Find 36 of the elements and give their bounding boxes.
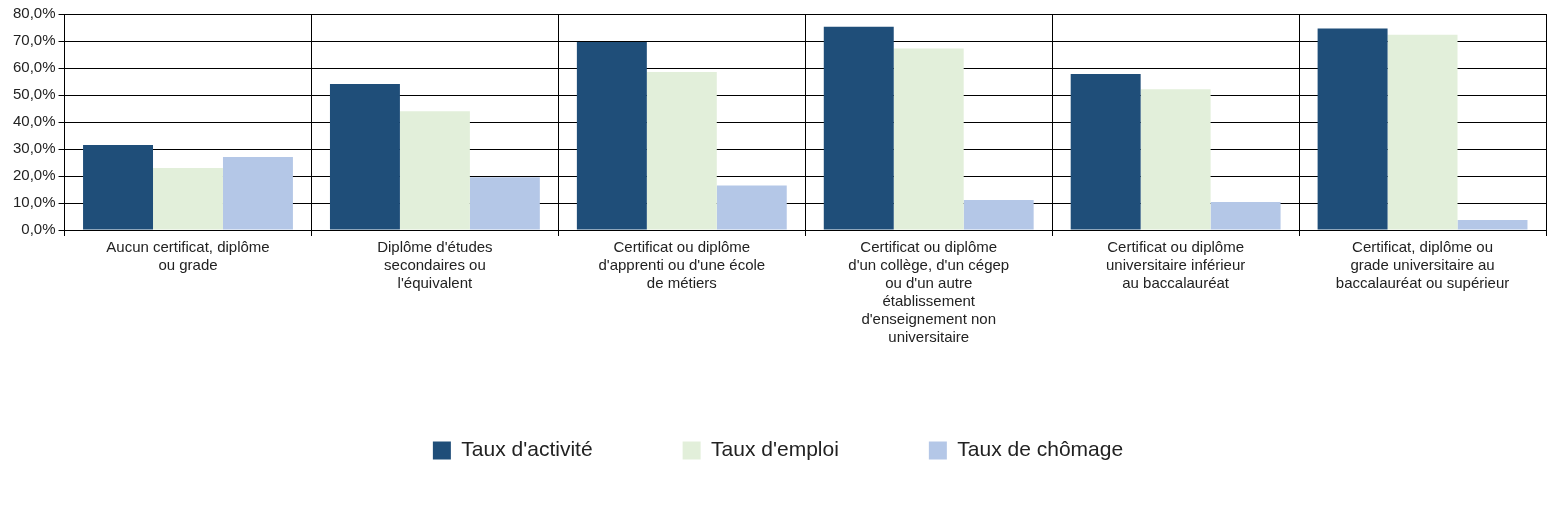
x-tick-label: Aucun certificat, diplôme ou grade <box>106 238 270 274</box>
legend-label: Taux d'emploi <box>711 437 839 461</box>
bar <box>83 144 154 230</box>
y-tick-label: 10,0% <box>12 193 56 211</box>
y-tick-label: 30,0% <box>12 139 56 157</box>
legend-label: Taux de chômage <box>957 437 1124 461</box>
bar <box>1210 201 1281 230</box>
y-tick-label: 50,0% <box>12 85 56 103</box>
x-tick-label: Certificat ou diplôme d'un collège, d'un cégep ou d'un autre établissement d'enseignement non universitaire <box>848 238 1010 346</box>
bar <box>893 48 964 230</box>
y-tick-label: 80,0% <box>12 4 56 22</box>
y-tick-label: 0,0% <box>21 220 56 238</box>
bar <box>1457 220 1528 230</box>
legend-label: Taux d'activité <box>461 437 593 461</box>
y-tick-label: 60,0% <box>12 58 56 76</box>
bar <box>329 83 400 230</box>
x-tick-label: Certificat ou diplôme d'apprenti ou d'une école de métiers <box>598 238 766 292</box>
y-tick-label: 70,0% <box>12 31 56 49</box>
bar <box>153 167 223 230</box>
bar <box>963 200 1034 230</box>
bar <box>1140 89 1211 230</box>
y-tick-label: 20,0% <box>12 166 56 184</box>
bar <box>1070 73 1141 230</box>
bar <box>222 157 293 230</box>
y-tick-label: 40,0% <box>12 112 56 130</box>
bar <box>1387 34 1458 230</box>
bar <box>576 42 647 230</box>
bar <box>823 26 894 230</box>
x-tick-label: Certificat, diplôme ou grade universitaire au baccalauréat ou supérieur <box>1335 238 1510 292</box>
bar <box>1317 28 1388 230</box>
bar <box>469 177 540 230</box>
bar <box>716 185 787 230</box>
x-tick-label: Diplôme d'études secondaires ou l'équivalent <box>377 238 493 292</box>
bar <box>399 111 470 230</box>
bar <box>646 72 717 230</box>
x-tick-label: Certificat ou diplôme universitaire inférieur au baccalauréat <box>1106 238 1246 292</box>
